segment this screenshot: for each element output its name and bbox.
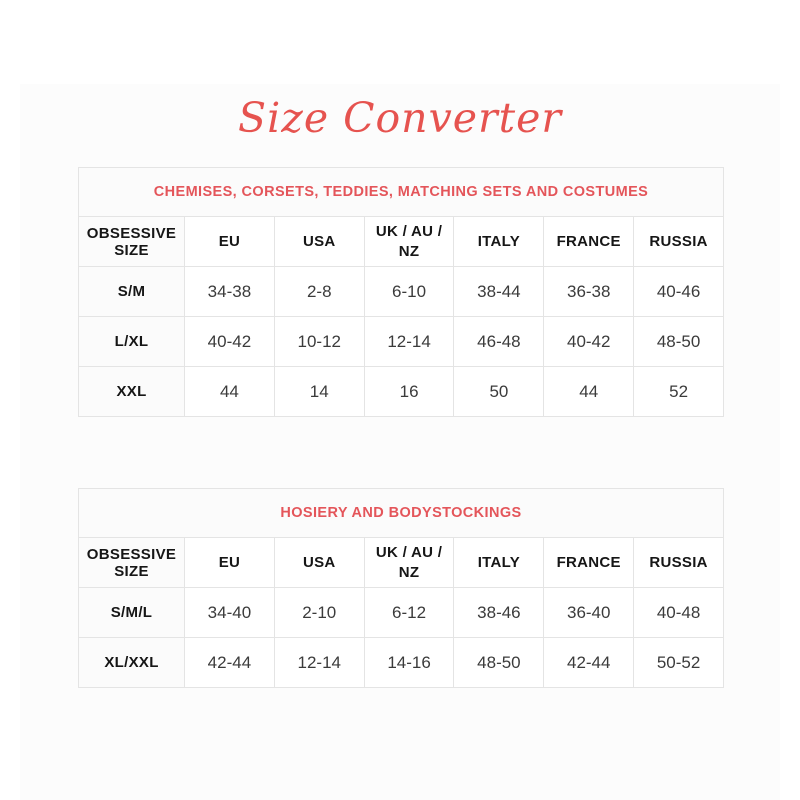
value-cell: 14 [273,366,365,417]
column-header-russia: RUSSIA [633,537,724,588]
value-cell: 36-38 [543,266,635,317]
value-cell: 16 [363,366,455,417]
size-cell: S/M [78,266,185,317]
value-cell: 38-46 [453,587,545,638]
column-header-eu: EU [184,216,275,267]
column-header-uk-au-nz-label: UK / AU / NZ [375,223,443,260]
value-cell: 12-14 [363,316,455,367]
column-header-uk-au-nz: UK / AU / NZ [363,537,455,588]
hosiery-size-table: HOSIERY AND BODYSTOCKINGS OBSESSIVE SIZE… [78,488,724,688]
value-cell: 34-38 [184,266,275,317]
value-cell: 36-40 [543,587,635,638]
table-row: XXL 44 14 16 50 44 52 [78,366,724,417]
column-header-france: FRANCE [543,216,635,267]
table-row: XL/XXL 42-44 12-14 14-16 48-50 42-44 50-… [78,637,724,688]
size-cell: L/XL [78,316,185,367]
value-cell: 2-8 [273,266,365,317]
value-cell: 40-42 [184,316,275,367]
value-cell: 48-50 [453,637,545,688]
value-cell: 44 [543,366,635,417]
column-header-row: OBSESSIVE SIZE EU USA UK / AU / NZ ITALY… [78,216,724,267]
column-header-usa: USA [273,216,365,267]
value-cell: 50 [453,366,545,417]
value-cell: 6-10 [363,266,455,317]
value-cell: 40-48 [633,587,724,638]
value-cell: 46-48 [453,316,545,367]
value-cell: 12-14 [273,637,365,688]
value-cell: 50-52 [633,637,724,688]
table-row: S/M 34-38 2-8 6-10 38-44 36-38 40-46 [78,266,724,317]
column-header-france: FRANCE [543,537,635,588]
value-cell: 52 [633,366,724,417]
size-cell: S/M/L [78,587,185,638]
page-title: Size Converter [238,94,562,142]
column-header-obsessive-size: OBSESSIVE SIZE [78,537,185,588]
chemises-size-table: CHEMISES, CORSETS, TEDDIES, MATCHING SET… [78,167,724,417]
column-header-italy: ITALY [453,216,545,267]
size-cell: XXL [78,366,185,417]
value-cell: 34-40 [184,587,275,638]
column-header-uk-au-nz-label: UK / AU / NZ [375,544,443,581]
value-cell: 38-44 [453,266,545,317]
column-header-eu: EU [184,537,275,588]
column-header-obsessive-size: OBSESSIVE SIZE [78,216,185,267]
column-header-row: OBSESSIVE SIZE EU USA UK / AU / NZ ITALY… [78,537,724,588]
value-cell: 6-12 [363,587,455,638]
column-header-russia: RUSSIA [633,216,724,267]
table-row: S/M/L 34-40 2-10 6-12 38-46 36-40 40-48 [78,587,724,638]
value-cell: 10-12 [273,316,365,367]
column-header-usa: USA [273,537,365,588]
size-cell: XL/XXL [78,637,185,688]
value-cell: 42-44 [543,637,635,688]
value-cell: 40-42 [543,316,635,367]
table-caption-row: CHEMISES, CORSETS, TEDDIES, MATCHING SET… [78,167,724,217]
value-cell: 42-44 [184,637,275,688]
value-cell: 40-46 [633,266,724,317]
table-caption-row: HOSIERY AND BODYSTOCKINGS [78,488,724,538]
value-cell: 44 [184,366,275,417]
table-row: L/XL 40-42 10-12 12-14 46-48 40-42 48-50 [78,316,724,367]
value-cell: 48-50 [633,316,724,367]
value-cell: 2-10 [273,587,365,638]
column-header-italy: ITALY [453,537,545,588]
table-caption: HOSIERY AND BODYSTOCKINGS [78,488,724,538]
value-cell: 14-16 [363,637,455,688]
table-caption: CHEMISES, CORSETS, TEDDIES, MATCHING SET… [78,167,724,217]
column-header-uk-au-nz: UK / AU / NZ [363,216,455,267]
